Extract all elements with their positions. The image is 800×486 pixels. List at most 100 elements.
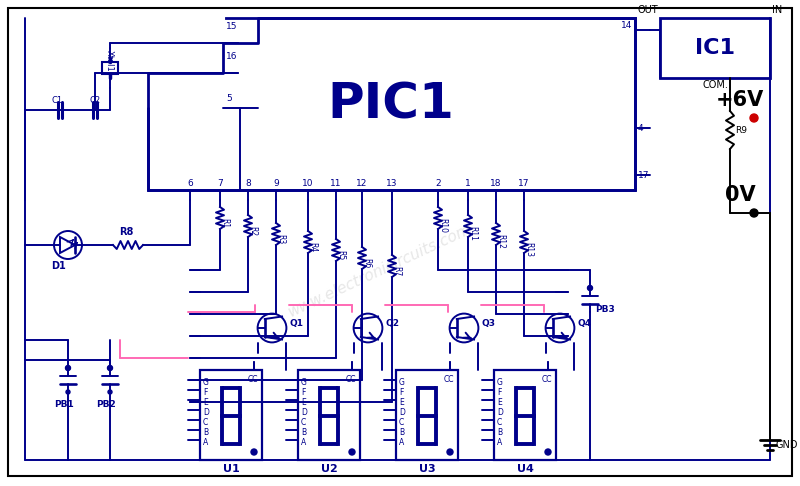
Text: F: F	[203, 388, 207, 397]
Text: PB1: PB1	[54, 400, 74, 409]
Text: R8: R8	[119, 227, 133, 237]
Text: A: A	[497, 438, 502, 447]
Text: Q2: Q2	[385, 318, 399, 328]
Text: U4: U4	[517, 464, 534, 474]
Text: 11: 11	[330, 179, 342, 188]
Text: 17: 17	[518, 179, 530, 188]
Circle shape	[108, 390, 112, 394]
Bar	[148, 18, 223, 108]
Bar	[148, 18, 635, 190]
Text: 16: 16	[226, 52, 238, 61]
Bar	[494, 370, 556, 460]
Text: G: G	[497, 378, 503, 387]
Text: 2: 2	[435, 179, 441, 188]
Text: D1: D1	[50, 261, 66, 271]
Text: G: G	[399, 378, 405, 387]
Text: PB3: PB3	[595, 305, 614, 314]
Text: G: G	[203, 378, 209, 387]
Circle shape	[66, 365, 70, 370]
Text: R13: R13	[525, 242, 534, 257]
Text: U1: U1	[222, 464, 239, 474]
Circle shape	[750, 114, 758, 122]
Text: C: C	[399, 418, 404, 427]
Text: www.electronicircuits.com: www.electronicircuits.com	[286, 221, 474, 319]
Text: 9: 9	[273, 179, 279, 188]
Text: Xtal1: Xtal1	[105, 50, 114, 72]
Circle shape	[349, 449, 355, 455]
Text: B: B	[399, 428, 404, 437]
Text: 7: 7	[217, 179, 223, 188]
Text: C: C	[203, 418, 208, 427]
Text: B: B	[203, 428, 208, 437]
Text: R11: R11	[469, 226, 478, 241]
Text: 15: 15	[226, 22, 238, 31]
Text: E: E	[497, 398, 502, 407]
Text: PIC1: PIC1	[327, 80, 454, 128]
Text: CC: CC	[248, 375, 258, 384]
Text: F: F	[399, 388, 403, 397]
Text: E: E	[203, 398, 208, 407]
Text: PB2: PB2	[96, 400, 116, 409]
Text: CC: CC	[444, 375, 454, 384]
Text: 17: 17	[638, 171, 650, 179]
Text: 18: 18	[490, 179, 502, 188]
Circle shape	[108, 366, 112, 370]
Text: R3: R3	[277, 234, 286, 244]
Text: E: E	[399, 398, 404, 407]
Text: CC: CC	[542, 375, 553, 384]
Text: R1: R1	[221, 218, 230, 228]
Text: D: D	[203, 408, 209, 417]
Text: R7: R7	[393, 266, 402, 276]
Text: Q1: Q1	[289, 318, 303, 328]
Text: R10: R10	[438, 218, 447, 233]
Text: R2: R2	[249, 226, 258, 236]
Text: 14: 14	[621, 21, 632, 30]
Text: 0V: 0V	[725, 185, 755, 205]
Text: C: C	[497, 418, 502, 427]
Text: CC: CC	[346, 375, 357, 384]
Text: F: F	[301, 388, 306, 397]
Text: Q4: Q4	[577, 318, 591, 328]
Bar	[200, 370, 262, 460]
Text: 13: 13	[386, 179, 398, 188]
Text: 6: 6	[187, 179, 193, 188]
Text: IN: IN	[772, 5, 782, 15]
Text: G: G	[301, 378, 307, 387]
Text: E: E	[301, 398, 306, 407]
Text: R5: R5	[337, 250, 346, 260]
Text: C2: C2	[90, 96, 101, 105]
Text: F: F	[497, 388, 502, 397]
Text: +6V: +6V	[716, 90, 764, 110]
Text: C: C	[301, 418, 306, 427]
Bar	[396, 370, 458, 460]
Bar	[102, 62, 118, 74]
Text: R12: R12	[497, 234, 506, 249]
Circle shape	[107, 365, 113, 370]
Text: 12: 12	[356, 179, 368, 188]
Text: GND: GND	[775, 440, 798, 450]
Text: A: A	[399, 438, 404, 447]
Text: COM.: COM.	[702, 80, 728, 90]
Circle shape	[251, 449, 257, 455]
Text: 1: 1	[465, 179, 471, 188]
Bar	[660, 18, 770, 78]
Text: 4: 4	[638, 123, 644, 133]
Text: R9: R9	[735, 125, 747, 135]
Text: C1: C1	[52, 96, 63, 105]
Circle shape	[447, 449, 453, 455]
Circle shape	[588, 286, 592, 290]
Text: D: D	[399, 408, 405, 417]
Text: U3: U3	[418, 464, 435, 474]
Circle shape	[66, 366, 70, 370]
Text: A: A	[203, 438, 208, 447]
Circle shape	[66, 390, 70, 394]
Text: U2: U2	[321, 464, 338, 474]
Circle shape	[545, 449, 551, 455]
Circle shape	[587, 285, 593, 291]
Text: R4: R4	[309, 242, 318, 252]
Text: A: A	[301, 438, 306, 447]
Text: 10: 10	[302, 179, 314, 188]
Text: 5: 5	[226, 94, 232, 103]
Text: B: B	[497, 428, 502, 437]
Text: IC1: IC1	[695, 38, 735, 58]
